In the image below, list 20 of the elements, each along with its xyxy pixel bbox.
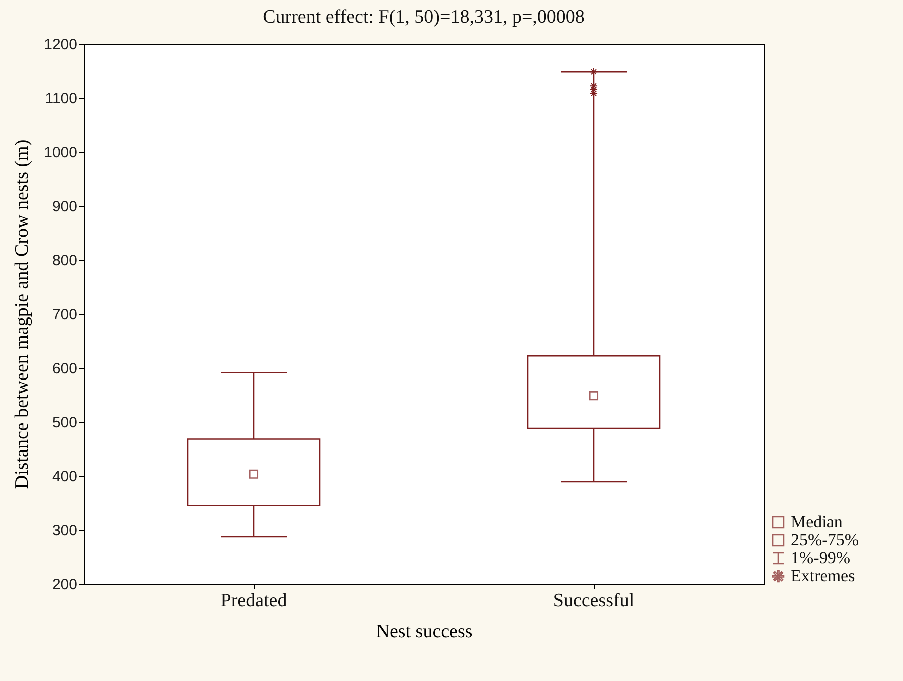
chart-title: Current effect: F(1, 50)=18,331, p=,00008 — [263, 7, 585, 28]
y-tick-label: 600 — [52, 360, 78, 378]
y-axis-title: Distance between magpie and Crow nests (m) — [12, 140, 34, 490]
y-tick-label: 200 — [52, 576, 78, 594]
y-tick-label: 1200 — [44, 36, 78, 54]
y-tick-label: 1100 — [45, 90, 78, 108]
text: Median — [791, 512, 844, 532]
y-tick-label: 400 — [52, 468, 78, 486]
y-tick-label: 800 — [52, 252, 78, 270]
text: 25%-75% — [791, 530, 859, 550]
x-tick-label: Successful — [553, 590, 635, 612]
y-tick-label: 900 — [52, 198, 78, 216]
y-tick-label: 1000 — [44, 144, 78, 162]
x-tick-label: Predated — [220, 590, 288, 612]
text: 1%-99% — [791, 548, 850, 568]
text: Extremes — [791, 566, 856, 586]
y-tick-label: 500 — [52, 414, 78, 432]
y-tick-label: 700 — [52, 306, 78, 324]
x-axis-title: Nest success — [376, 622, 473, 642]
y-tick-label: 300 — [52, 522, 78, 540]
